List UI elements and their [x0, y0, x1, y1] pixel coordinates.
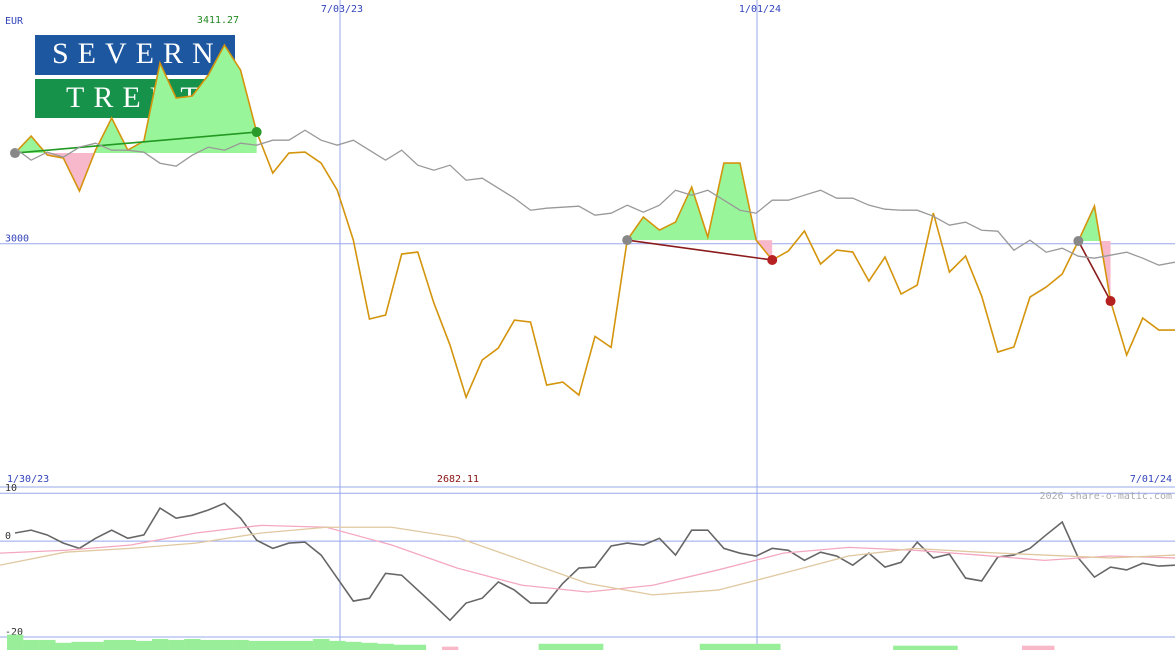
signal-bar	[216, 639, 233, 650]
signal-bar	[925, 645, 942, 650]
watermark: 2026 share-o-matic.com	[1040, 491, 1172, 502]
trade-exit	[767, 255, 778, 266]
trade-entry	[622, 235, 633, 246]
y-tick-label: 3000	[5, 234, 29, 245]
signal-bar	[1022, 645, 1039, 650]
series-line	[14, 129, 1175, 266]
trade-area	[1078, 241, 1111, 302]
logo-top	[35, 35, 235, 75]
signal-bar	[1038, 645, 1055, 650]
signal-bar	[587, 643, 604, 650]
signal-bar	[764, 643, 781, 650]
trade-exit	[1105, 296, 1116, 307]
y-tick-label: 0	[5, 531, 11, 542]
logo-text: SEVERN	[52, 37, 223, 70]
signal-bar	[893, 645, 910, 650]
signal-bar	[184, 638, 201, 650]
signal-bar	[345, 641, 362, 650]
signal-bar	[393, 644, 410, 650]
signal-bar	[168, 639, 185, 650]
currency: EUR	[5, 16, 24, 27]
trade-area	[1078, 206, 1111, 242]
signal-bar	[200, 639, 217, 650]
date-label: 1/30/23	[7, 474, 49, 485]
signal-bar	[264, 640, 282, 650]
signal-bar	[732, 643, 749, 650]
trade-exit	[251, 127, 262, 138]
signal-bar	[570, 643, 588, 650]
series-line	[14, 43, 1175, 400]
max-label: 3411.27	[197, 15, 239, 26]
signal-bar	[280, 640, 298, 650]
signal-bar	[87, 641, 104, 650]
trade-area	[627, 163, 773, 241]
signal-bar	[329, 640, 346, 650]
signal-bar	[313, 638, 330, 650]
y-tick-label: 10	[5, 483, 17, 494]
signal-bar	[748, 643, 765, 650]
signal-bar	[715, 643, 733, 650]
trade-line	[14, 131, 257, 154]
signal-bar	[554, 643, 572, 650]
series-line	[14, 502, 1175, 622]
date-label: 7/03/23	[321, 4, 363, 15]
signal-bar	[361, 642, 378, 650]
signal-bar	[941, 645, 958, 650]
signal-bar	[23, 639, 40, 650]
date-label: 1/01/24	[739, 4, 781, 15]
trade-line	[1077, 240, 1112, 302]
trade-entry	[1073, 236, 1084, 247]
signal-bar	[119, 639, 137, 650]
signal-bar	[71, 641, 88, 650]
signal-bar	[135, 640, 153, 650]
y-tick-label: -20	[5, 627, 23, 638]
trade-entry	[10, 148, 20, 159]
signal-bar	[39, 639, 56, 650]
series-line	[0, 526, 1175, 596]
signal-bar	[442, 646, 459, 650]
signal-bar	[377, 643, 394, 650]
signal-bar	[538, 643, 555, 650]
signal-bar	[409, 644, 427, 650]
trade-line	[627, 239, 773, 261]
signal-bar	[55, 642, 72, 650]
signal-bar	[7, 634, 24, 650]
signal-bar	[248, 640, 265, 650]
signal-bar	[232, 639, 249, 650]
signal-bar	[152, 638, 169, 650]
signal-bar	[909, 645, 926, 650]
min-label: 2682.11	[437, 474, 479, 485]
trade-area	[15, 45, 257, 154]
series-line	[0, 524, 1175, 593]
signal-bar	[297, 640, 314, 650]
signal-bar	[103, 639, 120, 650]
date-label: 7/01/24	[1130, 474, 1172, 485]
signal-bar	[699, 643, 717, 650]
